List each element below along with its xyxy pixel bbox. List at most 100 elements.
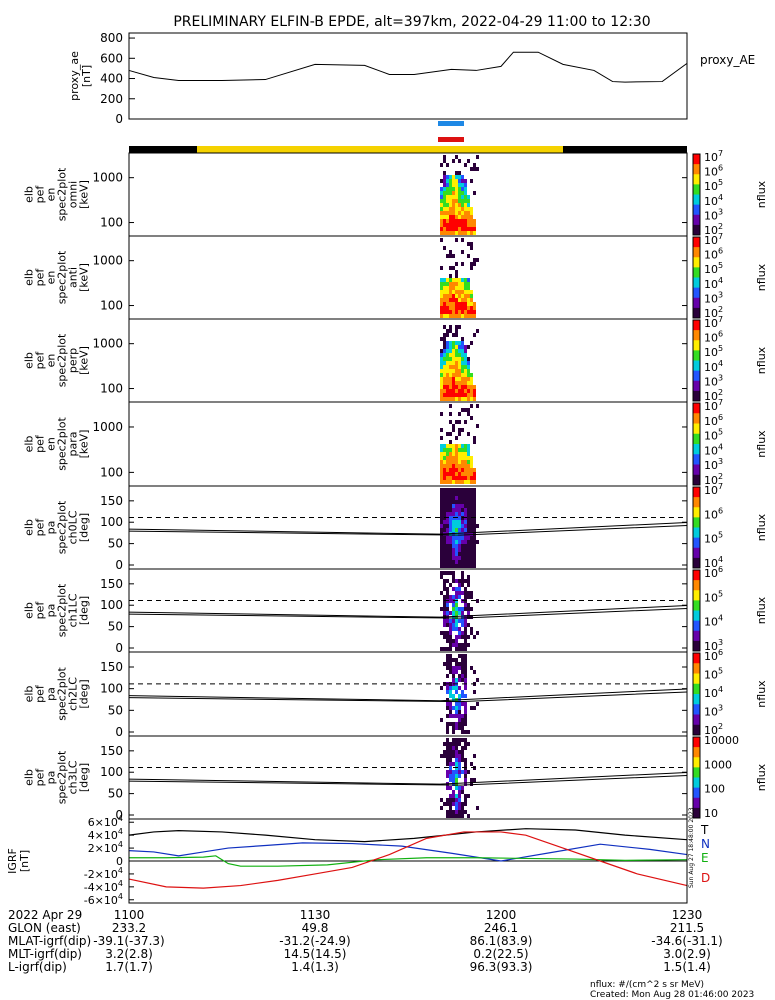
spectrogram-cell [455, 302, 458, 306]
spectrogram-cell [455, 476, 458, 480]
spectrogram-panel-ch0LC: 050100150elbpefpaspec2plotch0LC[deg]1041… [23, 482, 769, 572]
spectrogram-cell [449, 274, 452, 278]
spectrogram-cell [455, 460, 458, 464]
spectrogram-cell [452, 373, 455, 377]
spectrogram-cell [452, 310, 455, 314]
spectrogram-cell [470, 564, 473, 568]
spectrogram-cell [464, 706, 467, 710]
spectrogram-cell [455, 215, 458, 219]
spectrogram-cell [461, 564, 464, 568]
colorbar-segment [693, 454, 700, 465]
spectrogram-cell [443, 179, 446, 183]
spectrogram-cell [458, 627, 461, 631]
spectrogram-cell [440, 412, 443, 416]
spectrogram-cell [452, 452, 455, 456]
colorbar-segment [693, 620, 700, 632]
spectrogram-cell [470, 179, 473, 183]
spectrogram-frame [128, 651, 688, 737]
spectrogram-cell [446, 452, 449, 456]
igrf-tick-exponent: 4 [118, 879, 123, 888]
spectrogram-cell [470, 223, 473, 227]
spectrogram-ylabel-line: pef [34, 434, 47, 453]
colorbar-tick-label: 1000 [704, 758, 732, 771]
spectrogram-cell [455, 329, 458, 333]
spectrogram-tick-label: 0 [115, 558, 123, 572]
colorbar-tick-exponent: 3 [718, 290, 723, 299]
spectrogram-cell [461, 658, 464, 662]
spectrogram-cell [446, 215, 449, 219]
spectrogram-cell [452, 294, 455, 298]
spectrogram-cell [470, 615, 473, 619]
colorbar-tick-exponent: 5 [718, 344, 723, 353]
spectrogram-cell [446, 329, 449, 333]
spectrogram-cell [467, 532, 470, 536]
igrf-tick-label: 2×104 [88, 840, 123, 855]
spectrogram-panel-omni: 1001000elbpefenspec2plotomni[keV]1021031… [23, 149, 769, 237]
spectrogram-cell [473, 520, 476, 524]
spectrogram-cell [443, 540, 446, 544]
spectrogram-cell [458, 397, 461, 401]
spectrogram-cell [470, 782, 473, 786]
spectrogram-cell [467, 448, 470, 452]
spectrogram-cell [458, 714, 461, 718]
proxy-ae-legend: proxy_AE [700, 53, 755, 67]
spectrogram-cell [461, 310, 464, 314]
spectrogram-cell [443, 476, 446, 480]
spectrogram-cell [455, 195, 458, 199]
spectrogram-cell [461, 532, 464, 536]
spectrogram-cell [467, 199, 470, 203]
spectrogram-cell [443, 468, 446, 472]
colorbar-segment [693, 507, 700, 518]
spectrogram-cell [467, 195, 470, 199]
spectrogram-cell [464, 408, 467, 412]
spectrogram-cell [446, 191, 449, 195]
spectrogram-cell [446, 361, 449, 365]
spectrogram-cell [455, 385, 458, 389]
spectrogram-cell [470, 464, 473, 468]
spectrogram-cell [443, 444, 446, 448]
spectrogram-cell [464, 520, 467, 524]
spectrogram-cell [455, 377, 458, 381]
spectrogram-cell [467, 452, 470, 456]
spectrogram-cell [446, 571, 449, 575]
spectrogram-cell [467, 464, 470, 468]
spectrogram-cell [452, 215, 455, 219]
spectrogram-cell [464, 298, 467, 302]
spectrogram-cell [461, 211, 464, 215]
spectrogram-cell [455, 607, 458, 611]
spectrogram-tick-label: 150 [100, 660, 123, 674]
spectrogram-cell [440, 227, 443, 231]
spectrogram-cell [440, 496, 443, 500]
spectrogram-cell [443, 564, 446, 568]
spectrogram-cell [470, 508, 473, 512]
colorbar-tick-exponent: 6 [718, 247, 723, 256]
spectrogram-cell [452, 361, 455, 365]
colorbar-segment [693, 767, 700, 778]
spectrogram-cell [464, 488, 467, 492]
spectrogram-cell [443, 310, 446, 314]
spectrogram-cell [443, 381, 446, 385]
spectrogram-ylabel-line: pef [34, 351, 47, 370]
spectrogram-cell [449, 512, 452, 516]
spectrogram-cell [449, 476, 452, 480]
spectrogram-cell [467, 215, 470, 219]
spectrogram-tick-label: 100 [100, 598, 123, 612]
spectrogram-cell [455, 238, 458, 242]
spectrogram-cell [461, 203, 464, 207]
spectrogram-cell [467, 595, 470, 599]
spectrogram-cell [452, 810, 455, 814]
spectrogram-cell [449, 619, 452, 623]
spectrogram-cell [449, 456, 452, 460]
spectrogram-cell [449, 480, 452, 484]
spectrogram-cell [455, 536, 458, 540]
spectrogram-cell [464, 187, 467, 191]
colorbar-label: nflux [755, 596, 768, 624]
spectrogram-cell [464, 496, 467, 500]
spectrogram-cell [455, 278, 458, 282]
spectrogram-cell [449, 215, 452, 219]
spectrogram-cell [461, 702, 464, 706]
spectrogram-tick-label: 100 [100, 765, 123, 779]
spectrogram-cell [440, 219, 443, 223]
spectrogram-cell [461, 476, 464, 480]
spectrogram-cell [449, 746, 452, 750]
